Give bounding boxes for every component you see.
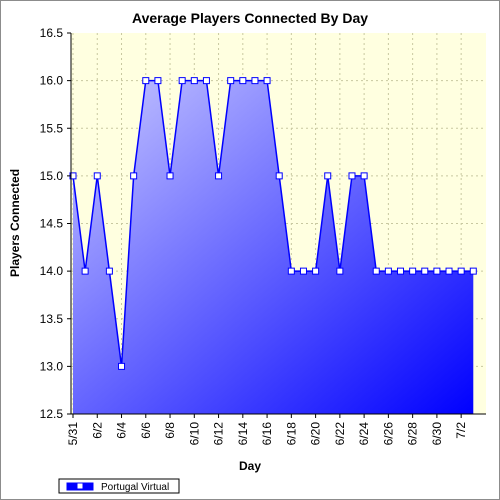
chart-title: Average Players Connected By Day bbox=[132, 10, 368, 26]
x-tick-label: 6/22 bbox=[333, 422, 347, 446]
x-tick-label: 6/16 bbox=[260, 422, 274, 446]
x-tick-label: 6/20 bbox=[309, 422, 323, 446]
data-point bbox=[227, 77, 235, 85]
data-point bbox=[287, 267, 295, 275]
data-point bbox=[263, 77, 271, 85]
y-tick-label: 15.5 bbox=[40, 121, 64, 135]
x-tick-label: 6/14 bbox=[236, 422, 250, 446]
data-point bbox=[190, 77, 198, 85]
data-point bbox=[336, 267, 344, 275]
y-tick-label: 14.5 bbox=[40, 217, 64, 231]
x-tick-label: 6/24 bbox=[357, 422, 371, 446]
x-tick-label: 6/4 bbox=[115, 422, 129, 439]
data-point bbox=[154, 77, 162, 85]
x-tick-label: 5/31 bbox=[66, 422, 80, 446]
x-tick-label: 6/8 bbox=[163, 422, 177, 439]
data-point bbox=[360, 172, 368, 180]
x-tick-label: 6/12 bbox=[212, 422, 226, 446]
data-point bbox=[445, 267, 453, 275]
data-point bbox=[215, 172, 223, 180]
data-point bbox=[409, 267, 417, 275]
data-point bbox=[384, 267, 392, 275]
y-tick-label: 14.0 bbox=[40, 264, 64, 278]
legend: Portugal Virtual bbox=[58, 478, 180, 494]
y-tick-label: 13.5 bbox=[40, 312, 64, 326]
y-tick-label: 16.0 bbox=[40, 74, 64, 88]
legend-label: Portugal Virtual bbox=[101, 482, 169, 493]
legend-marker bbox=[76, 482, 84, 490]
x-axis-ticks: 5/31 6/2 6/4 6/6 6/8 6/10 6/12 6/14 6/16 6/18 6/20… bbox=[66, 414, 468, 445]
y-axis-title: Players Connected bbox=[8, 169, 22, 277]
data-markers bbox=[69, 77, 477, 370]
series-line bbox=[72, 79, 474, 367]
area-series bbox=[72, 79, 474, 414]
data-point bbox=[93, 172, 101, 180]
x-tick-label: 6/26 bbox=[381, 422, 395, 446]
data-point bbox=[166, 172, 174, 180]
data-point bbox=[275, 172, 283, 180]
y-tick-label: 16.5 bbox=[40, 26, 64, 40]
data-point bbox=[142, 77, 150, 85]
x-tick-label: 6/30 bbox=[430, 422, 444, 446]
data-point bbox=[239, 77, 247, 85]
y-axis-ticks: 12.5 13.0 13.5 14.0 14.5 15.0 15.5 16.0 16.5 bbox=[40, 26, 71, 421]
data-point bbox=[130, 172, 138, 180]
x-tick-label: 6/18 bbox=[284, 422, 298, 446]
x-axis-title: Day bbox=[239, 459, 261, 473]
data-point bbox=[372, 267, 380, 275]
y-tick-label: 15.0 bbox=[40, 169, 64, 183]
data-point bbox=[324, 172, 332, 180]
data-point bbox=[469, 267, 477, 275]
x-tick-label: 6/28 bbox=[406, 422, 420, 446]
x-tick-label: 7/2 bbox=[454, 422, 468, 439]
y-tick-label: 12.5 bbox=[40, 407, 64, 421]
x-tick-label: 6/10 bbox=[187, 422, 201, 446]
data-point bbox=[348, 172, 356, 180]
data-point bbox=[421, 267, 429, 275]
y-tick-label: 13.0 bbox=[40, 359, 64, 373]
data-point bbox=[299, 267, 307, 275]
data-point bbox=[433, 267, 441, 275]
x-tick-label: 6/6 bbox=[139, 422, 153, 439]
x-tick-label: 6/2 bbox=[90, 422, 104, 439]
data-point bbox=[312, 267, 320, 275]
data-point bbox=[202, 77, 210, 85]
data-point bbox=[251, 77, 259, 85]
data-point bbox=[178, 77, 186, 85]
data-point bbox=[397, 267, 405, 275]
area-fill bbox=[73, 80, 474, 414]
data-point bbox=[81, 267, 89, 275]
data-point bbox=[105, 267, 113, 275]
data-point bbox=[118, 362, 126, 370]
data-point bbox=[457, 267, 465, 275]
